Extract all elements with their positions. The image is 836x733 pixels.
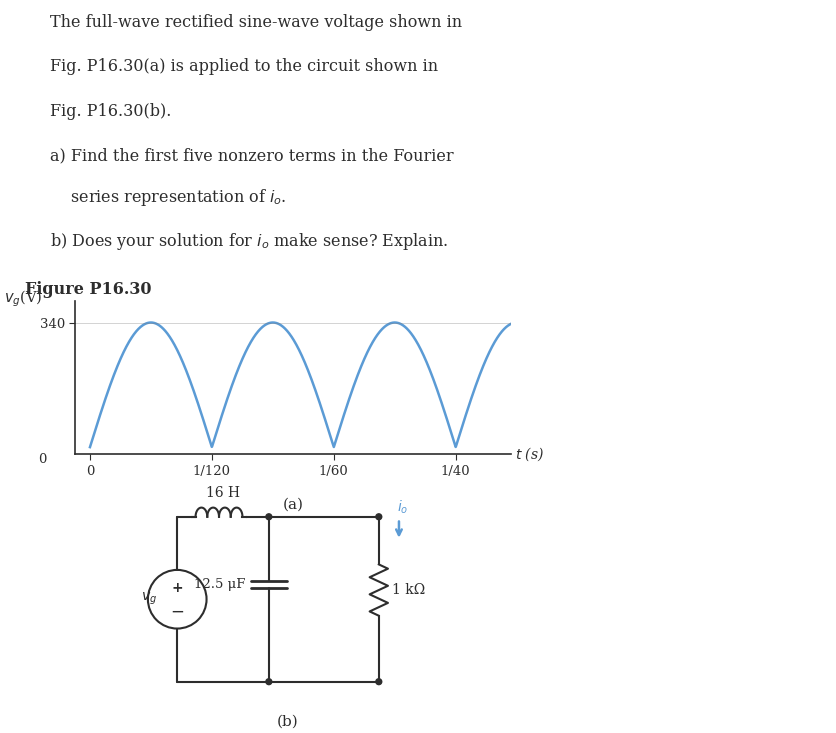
- Y-axis label: $v_g$(V): $v_g$(V): [4, 288, 43, 309]
- Text: 12.5 μF: 12.5 μF: [193, 578, 245, 591]
- Text: (a): (a): [282, 498, 303, 512]
- Text: 1 kΩ: 1 kΩ: [391, 583, 425, 597]
- Text: b) Does your solution for $i_o$ make sense? Explain.: b) Does your solution for $i_o$ make sen…: [50, 231, 448, 252]
- Text: Fig. P16.30(b).: Fig. P16.30(b).: [50, 103, 171, 120]
- Text: $v_g$: $v_g$: [141, 591, 157, 608]
- Circle shape: [266, 514, 272, 520]
- Text: a) Find the first five nonzero terms in the Fourier: a) Find the first five nonzero terms in …: [50, 147, 453, 165]
- Text: $t$ (s): $t$ (s): [514, 445, 543, 463]
- Circle shape: [375, 679, 381, 685]
- Text: Figure P16.30: Figure P16.30: [25, 281, 151, 298]
- Text: +: +: [171, 581, 183, 595]
- Text: −: −: [170, 603, 184, 621]
- Circle shape: [375, 514, 381, 520]
- Text: Fig. P16.30(a) is applied to the circuit shown in: Fig. P16.30(a) is applied to the circuit…: [50, 59, 438, 75]
- Text: series representation of $i_o$.: series representation of $i_o$.: [50, 187, 287, 207]
- Text: The full-wave rectified sine-wave voltage shown in: The full-wave rectified sine-wave voltag…: [50, 14, 461, 31]
- Circle shape: [266, 679, 272, 685]
- Text: $i_o$: $i_o$: [396, 498, 408, 516]
- Text: 0: 0: [38, 452, 46, 465]
- Text: (b): (b): [276, 715, 298, 729]
- Text: 16 H: 16 H: [206, 486, 239, 501]
